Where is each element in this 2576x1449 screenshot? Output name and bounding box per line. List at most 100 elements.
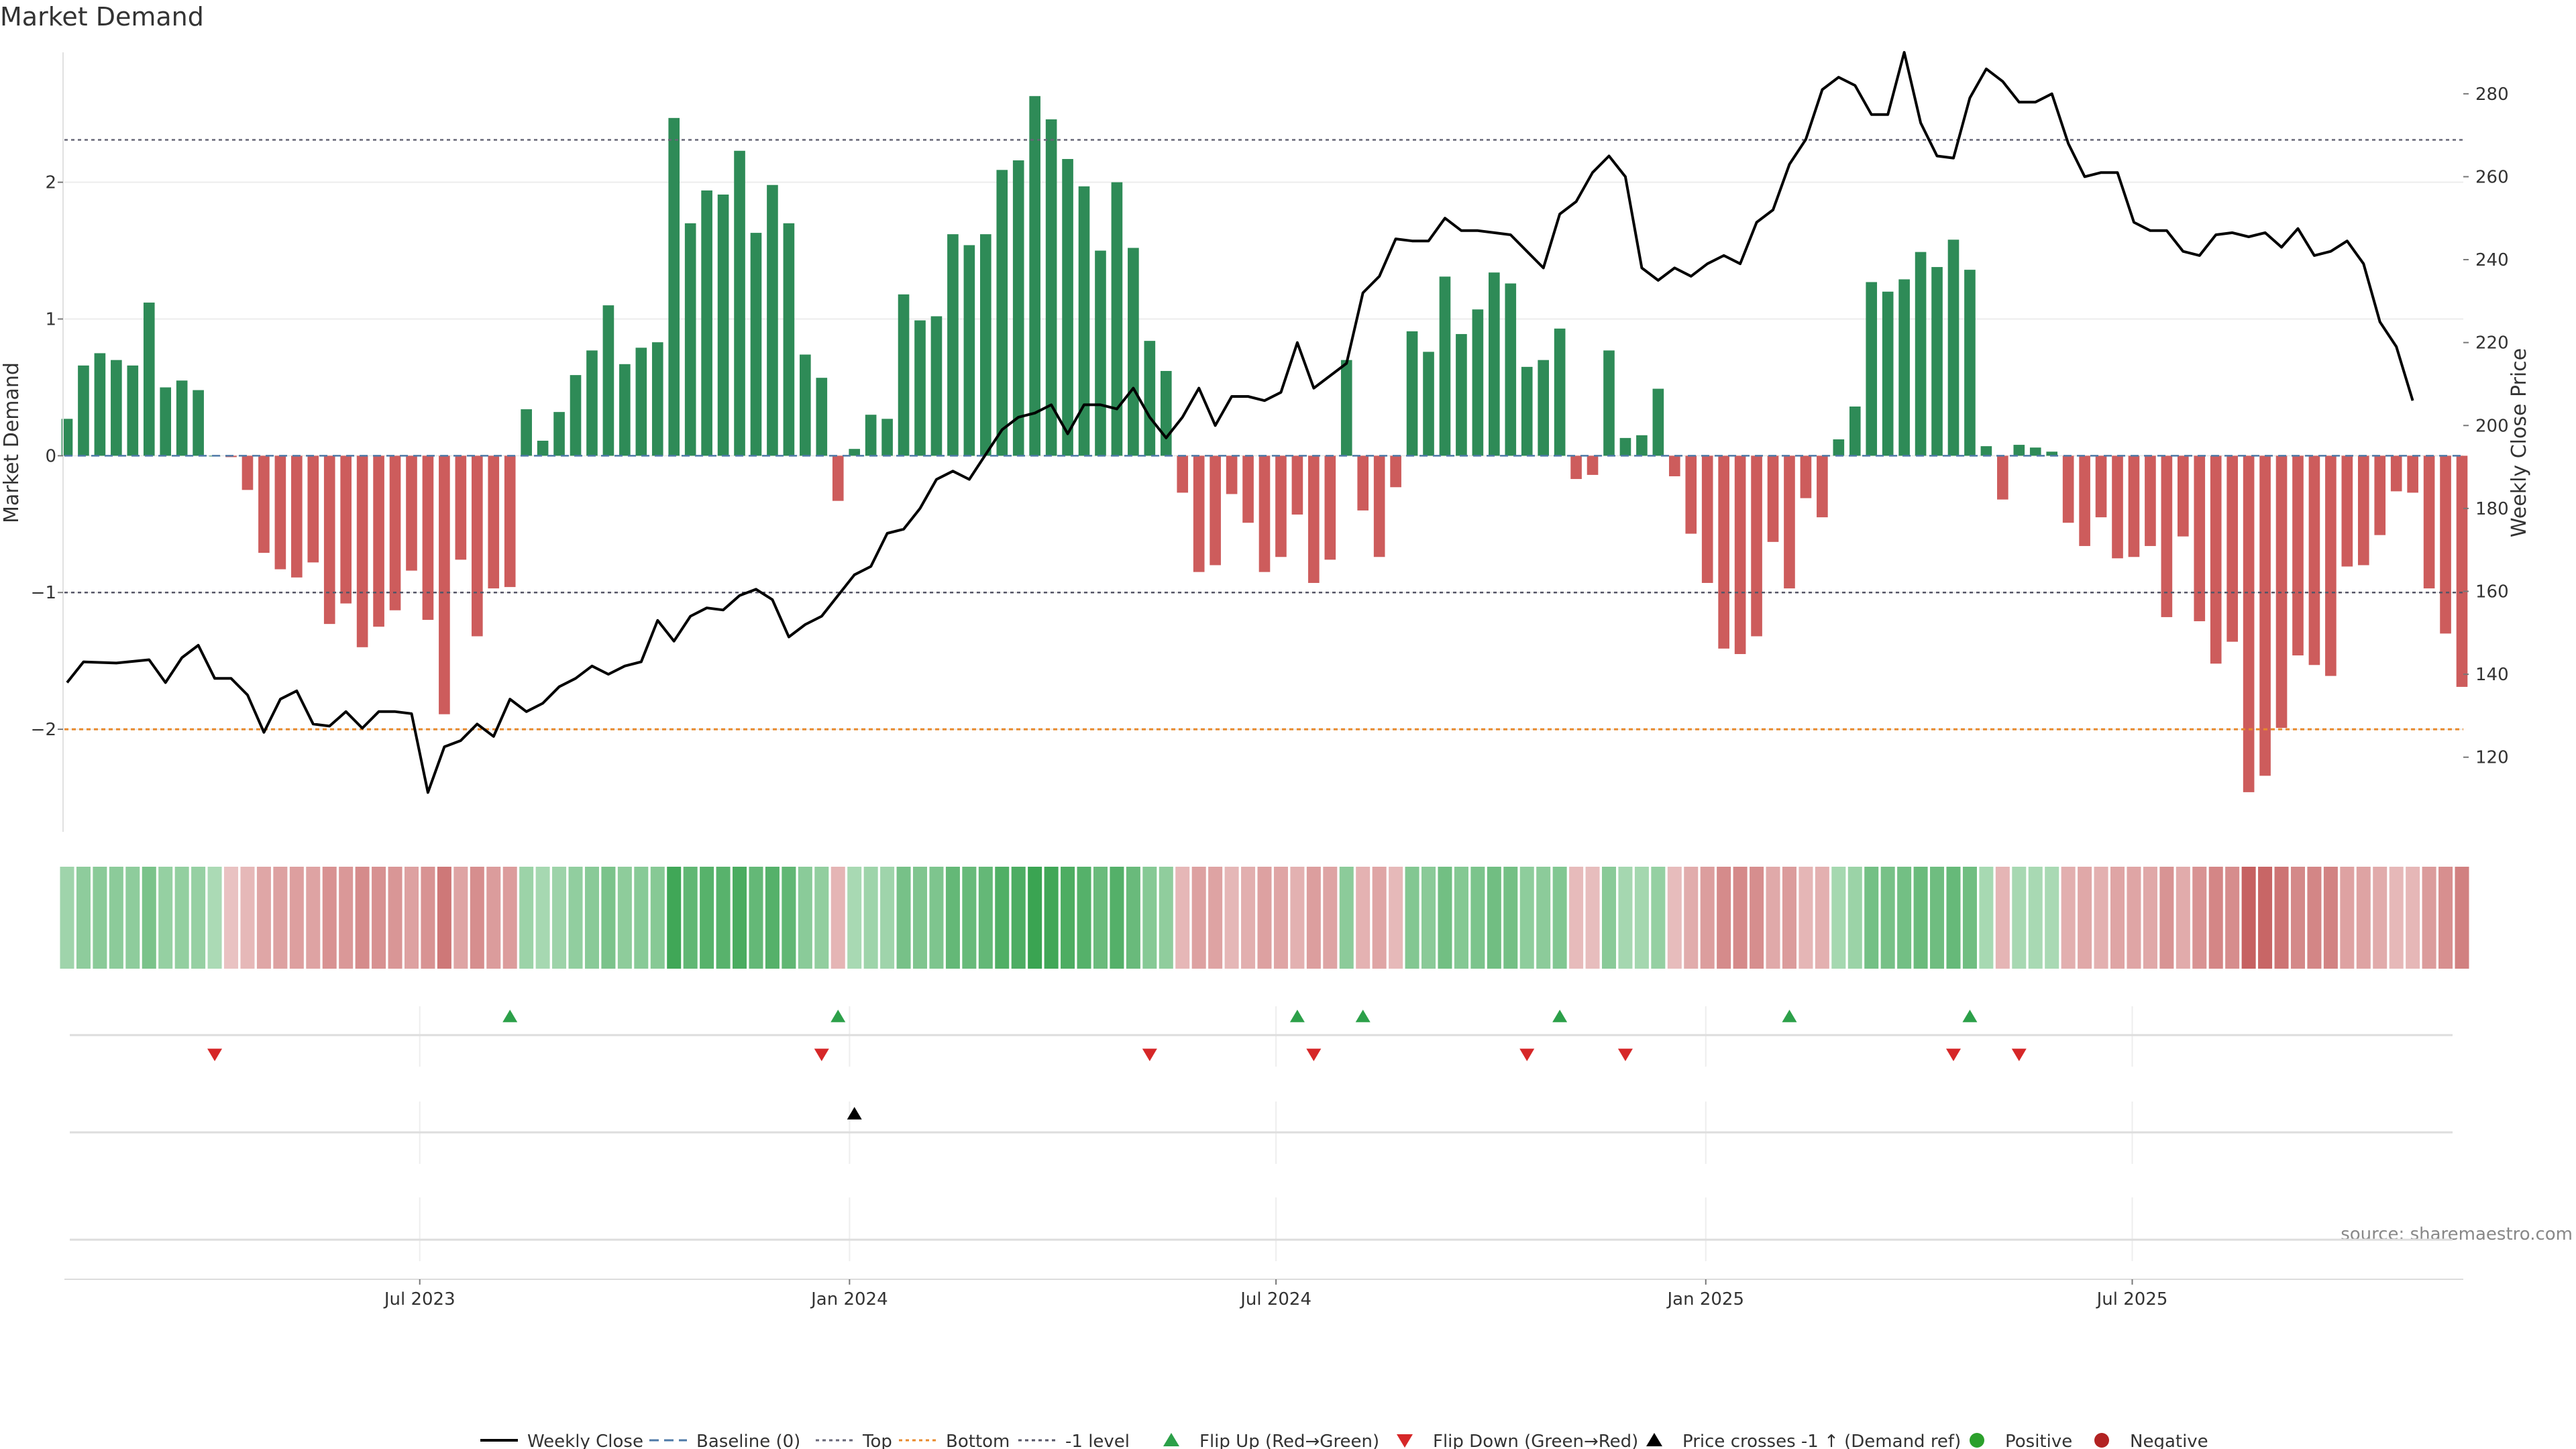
demand-bar [1128,248,1139,456]
demand-bar [307,455,319,563]
flip-up-marker [830,1010,846,1022]
demand-bar [2259,455,2271,776]
demand-bar [160,387,172,456]
y-tick-label: 0 [45,446,56,466]
heat-cell [519,867,534,969]
heat-cell [2323,867,2338,969]
demand-bar [291,455,303,578]
legend-item-flip-up-red-green-label: Flip Up (Red→Green) [1199,1432,1379,1449]
weekly-close-line [66,51,2414,794]
demand-bar [1160,370,1172,456]
demand-bar [1226,455,1238,494]
heat-cell [1208,867,1223,969]
demand-bar [2029,447,2041,456]
demand-bar [241,455,254,490]
heat-cell [404,867,419,969]
heat-cell [1667,867,1682,969]
demand-bar [1111,182,1123,456]
y2-tick-label: 140 [2475,665,2509,685]
demand-bar [1193,455,1205,572]
demand-bar [2161,455,2173,617]
heat-cell [2455,867,2469,969]
demand-bar [439,455,450,714]
y2-tick-label: 240 [2475,250,2509,270]
demand-bar [1045,119,1057,456]
demand-bar [2095,455,2107,518]
demand-bar [1177,455,1189,493]
demand-bar [1882,291,1894,456]
heat-cell [634,867,649,969]
y-tick-label: 2 [45,173,56,193]
demand-bar [1898,279,1910,456]
flip-down-marker [2011,1049,2027,1061]
heat-cell [2028,867,2043,969]
heat-cell [617,867,632,969]
demand-bar [2390,455,2402,492]
heat-cell [584,867,599,969]
x-tick-label: Jul 2025 [2096,1289,2168,1309]
demand-bar [1029,96,1040,456]
demand-bar [1751,455,1762,637]
heat-cell [2389,867,2404,969]
heat-cell [256,867,271,969]
heat-cell [1028,867,1042,969]
demand-bar [1390,455,1401,488]
y-axis-label: Market Demand [0,362,23,523]
flip-up-marker [1962,1010,1978,1022]
demand-bar [1373,455,1385,557]
heat-cell [535,867,550,969]
heat-cell [2045,867,2059,969]
demand-bar [602,305,614,456]
heat-cell [1061,867,1075,969]
demand-bar [2292,455,2304,656]
demand-bar [865,415,877,456]
demand-bar [258,455,270,553]
demand-bar [521,409,532,456]
heat-cell [224,867,239,969]
heat-cell [782,867,796,969]
heat-cell [273,867,288,969]
heat-cell [2208,867,2223,969]
heat-cell [962,867,977,969]
heat-cell [896,867,911,969]
demand-bar [1291,455,1303,515]
legend-item-negative-label: Negative [2130,1432,2208,1449]
demand-bar [537,440,549,456]
heat-cell [1273,867,1288,969]
heat-cell [1487,867,1501,969]
demand-bar [635,347,647,456]
heat-cell [1126,867,1140,969]
heat-cell [486,867,501,969]
event-markers [70,1010,2453,1241]
legend-item-bottom-label: Bottom [946,1432,1010,1449]
heat-cell [1930,867,1945,969]
heat-cell [372,867,386,969]
heat-cell [1799,867,1813,969]
demand-bar [1144,341,1156,456]
heat-cell [601,867,616,969]
heat-cell [650,867,665,969]
heat-cell [2438,867,2453,969]
demand-bar [1817,455,1828,518]
demand-bar [2308,455,2320,665]
legend-item-top-label: Top [862,1432,892,1449]
demand-bar [1734,455,1746,654]
heat-cell [76,867,91,969]
heat-cell [2340,867,2355,969]
heat-cell [2307,867,2322,969]
demand-bar [2112,455,2123,559]
demand-bar [1701,455,1713,583]
heat-cell [2159,867,2174,969]
legend-item-baseline-0-label: Baseline (0) [696,1432,800,1449]
heat-cell [470,867,484,969]
heat-cell [453,867,468,969]
flip-down-marker [1306,1049,1322,1061]
heat-cell [1011,867,1026,969]
demand-bar [1258,455,1271,572]
demand-bar [471,455,483,637]
heat-cell [1634,867,1649,969]
demand-bar [1997,455,2008,500]
heat-cell [1750,867,1764,969]
heat-cell [863,867,878,969]
heat-cell [93,867,107,969]
